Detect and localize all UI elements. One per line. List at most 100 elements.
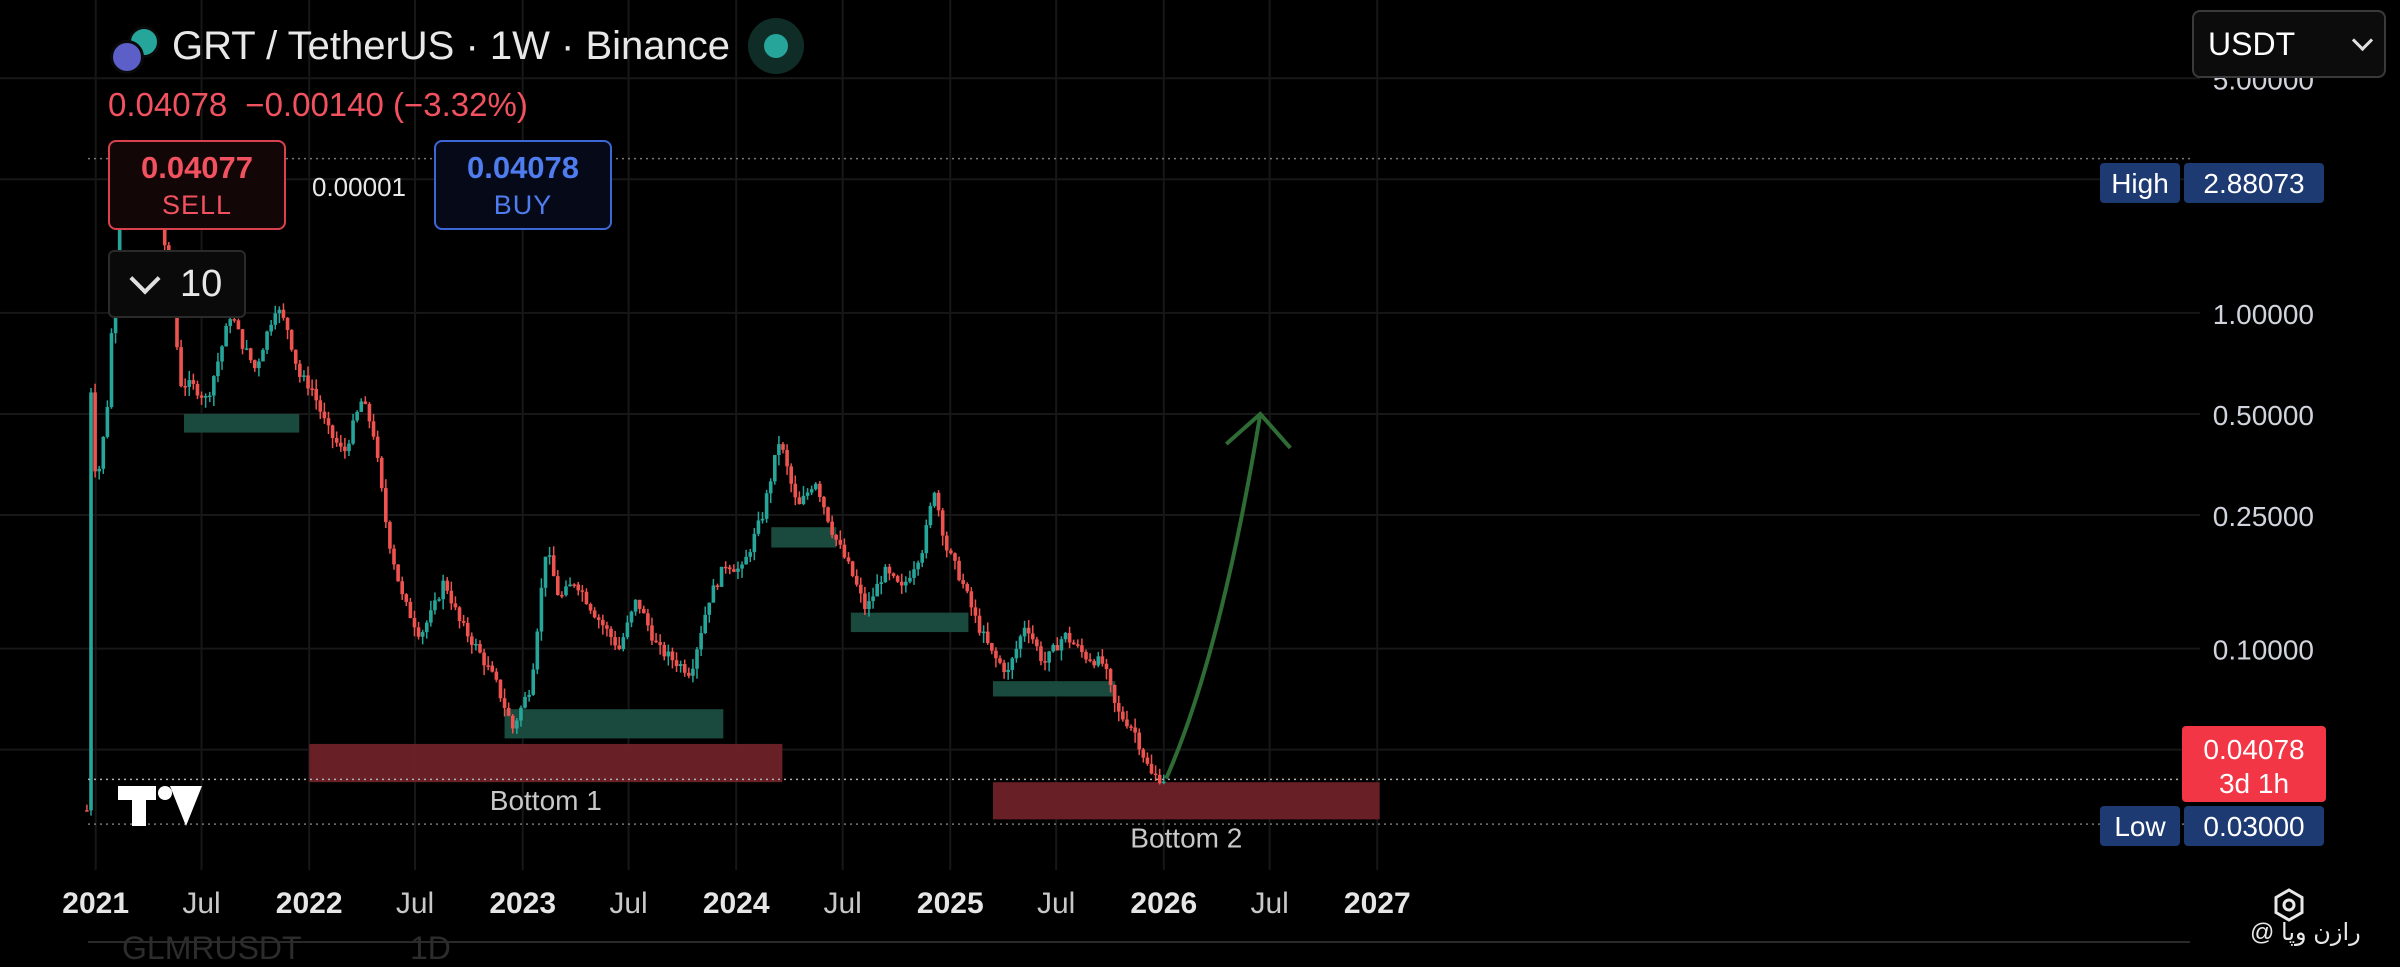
- candle-body: [543, 556, 548, 588]
- candle-body: [224, 325, 228, 347]
- candle-body: [220, 346, 224, 362]
- candle-body: [1047, 651, 1051, 663]
- buy-label: BUY: [493, 190, 553, 220]
- pair-logo-icon: [110, 24, 160, 74]
- candle-body: [994, 650, 998, 659]
- candle-body: [1125, 719, 1129, 727]
- buy-button[interactable]: 0.04078 BUY: [434, 140, 612, 230]
- candle-body: [273, 313, 278, 325]
- candle-body: [314, 388, 319, 401]
- sell-button[interactable]: 0.04077 SELL: [108, 140, 286, 230]
- candle-body: [834, 534, 839, 540]
- candle-body: [441, 580, 445, 600]
- candle-body: [703, 614, 707, 634]
- x-tick-label: Jul: [182, 887, 220, 920]
- candle-body: [1055, 645, 1060, 651]
- candle-body: [1002, 662, 1006, 673]
- candle-body: [338, 442, 343, 447]
- candle-body: [584, 591, 589, 605]
- currency-dropdown[interactable]: USDT: [2192, 10, 2386, 78]
- symbol-title[interactable]: GRT / TetherUS · 1W · Binance: [172, 23, 730, 68]
- background-interval-text: 1D: [410, 930, 451, 966]
- candle-body: [433, 600, 437, 611]
- watermark-text: رازن وپا @: [2250, 919, 2361, 946]
- market-status-icon[interactable]: [748, 18, 804, 74]
- candle-body: [85, 810, 89, 812]
- candle-body: [1116, 702, 1121, 712]
- zone-label: Bottom 1: [490, 785, 602, 816]
- candle-body: [535, 631, 540, 670]
- candle-body: [601, 619, 605, 626]
- candle-body: [306, 375, 310, 389]
- candle-body: [343, 446, 347, 452]
- candle-body: [388, 522, 392, 549]
- candle-body: [899, 581, 904, 586]
- candle-body: [633, 599, 638, 612]
- candle-body: [404, 594, 409, 602]
- candle-body: [928, 506, 933, 526]
- x-tick-label: Jul: [609, 887, 647, 920]
- candle-body: [777, 444, 781, 455]
- candle-body: [1088, 659, 1092, 661]
- candle-body: [1092, 660, 1096, 666]
- candle-body: [695, 649, 699, 669]
- candle-body: [805, 492, 810, 496]
- high-badge-value-bg: [2184, 163, 2324, 203]
- candle-body: [871, 596, 875, 602]
- candle-body: [371, 421, 376, 437]
- candle-body: [437, 599, 441, 601]
- candle-body: [732, 569, 736, 572]
- candle-body: [846, 557, 851, 562]
- candle-body: [555, 576, 560, 595]
- candle-body: [568, 584, 572, 587]
- candle-body: [1149, 763, 1154, 774]
- candle-body: [1108, 669, 1113, 685]
- candle-body: [1161, 781, 1166, 784]
- sell-label: SELL: [161, 190, 233, 220]
- x-tick-label: 2022: [276, 887, 343, 920]
- y-tick-label: 0.50000: [2213, 400, 2314, 431]
- candle-body: [715, 585, 720, 587]
- candle-body: [867, 601, 871, 610]
- candle-body: [117, 222, 122, 270]
- candle-body: [510, 715, 515, 729]
- candle-body: [723, 566, 728, 569]
- candle-body: [1141, 749, 1146, 758]
- candle-body: [564, 586, 568, 596]
- sell-price: 0.04077: [140, 150, 254, 185]
- quantity-selector[interactable]: 10: [108, 250, 246, 318]
- candle-body: [977, 615, 982, 633]
- symbol-header: GRT / TetherUS · 1W · Binance: [110, 18, 804, 74]
- candle-body: [920, 553, 925, 563]
- candle-body: [596, 617, 601, 620]
- candle-body: [351, 420, 355, 444]
- candle-body: [293, 349, 298, 364]
- candle-body: [891, 573, 896, 577]
- candle-body: [932, 492, 937, 507]
- candle-body: [416, 627, 421, 637]
- candle-body: [445, 580, 450, 591]
- support-zone: [771, 527, 837, 548]
- candle-body: [1080, 645, 1084, 653]
- candle-body: [650, 625, 654, 641]
- candle-body: [1039, 646, 1043, 662]
- candle-body: [281, 309, 286, 318]
- low-badge: Low 0.03000: [2100, 806, 2324, 846]
- candle-body: [613, 637, 617, 646]
- candle-body: [1059, 639, 1064, 651]
- support-zone: [184, 413, 300, 433]
- candle-body: [793, 483, 798, 498]
- buy-price: 0.04078: [466, 150, 580, 185]
- candle-body: [756, 520, 761, 534]
- candle-body: [687, 672, 691, 676]
- y-tick-label: 0.25000: [2213, 501, 2314, 532]
- candle-body: [879, 582, 884, 584]
- settings-icon[interactable]: [2272, 888, 2306, 922]
- candle-body: [400, 581, 404, 595]
- candle-body: [216, 361, 220, 377]
- candle-body: [973, 607, 978, 616]
- candle-body: [588, 604, 593, 611]
- low-badge-value-bg: [2184, 806, 2324, 846]
